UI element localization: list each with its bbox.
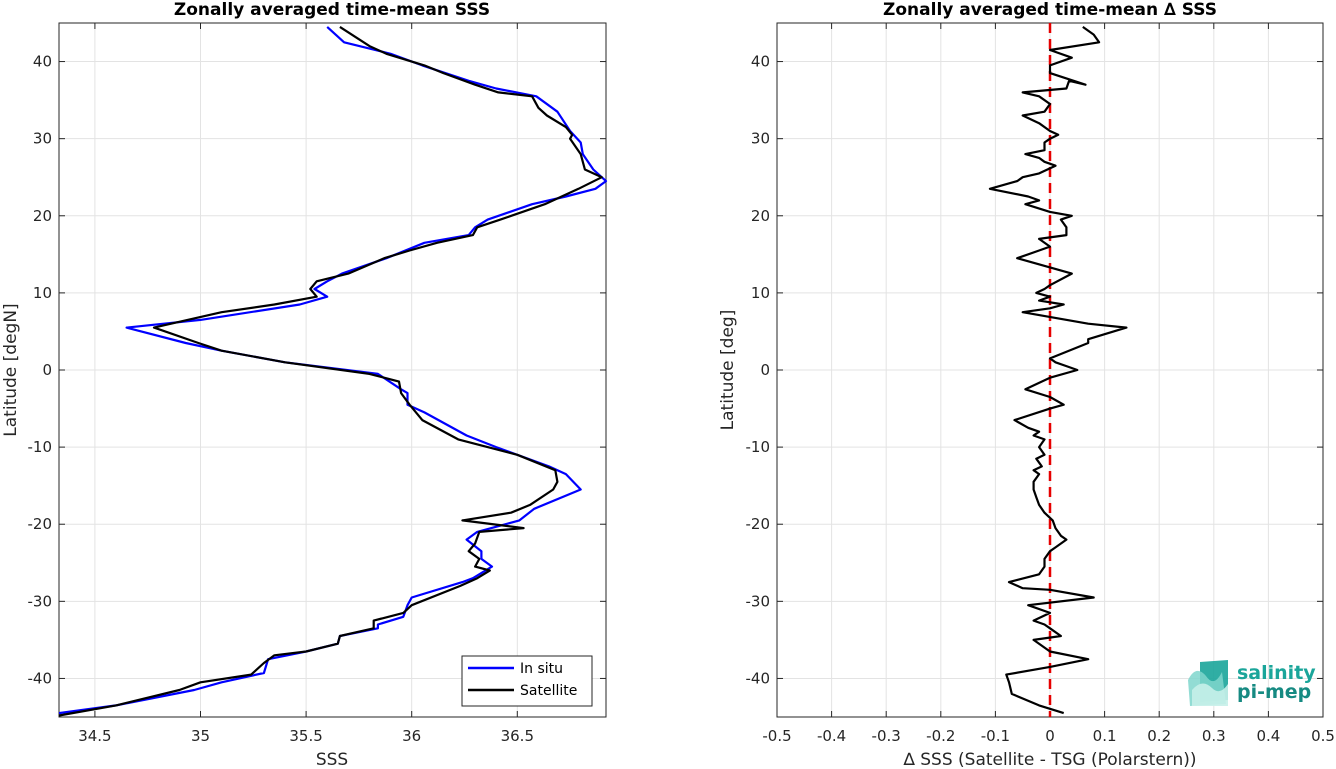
logo-text-line2: pi-mep [1237,681,1311,703]
legend-label-satellite: Satellite [520,683,577,699]
right-series [988,26,1128,715]
left-x-tick-label: 35 [191,727,210,745]
right-x-tick-label: 0 [1045,727,1055,745]
right-y-tick-label: 40 [751,53,770,71]
right-series-line-delta [988,26,1128,715]
right-y-axis-label: Latitude [deg] [718,310,738,431]
left-y-tick-label: -30 [28,592,53,610]
left-x-tick-label: 34.5 [78,727,111,745]
right-x-tick-label: -0.4 [817,727,846,745]
right-y-tick-label: 0 [760,361,770,379]
logo-text-line1: salinity [1237,662,1316,684]
right-x-tick-label: -0.3 [872,727,901,745]
logo-wave-icon [1188,660,1228,706]
right-x-tick-label: -0.5 [762,727,791,745]
right-x-tick-label: 0.1 [1093,727,1117,745]
left-y-axis-label: Latitude [degN] [1,303,21,436]
left-y-tick-label: -20 [28,515,53,533]
right-x-tick-label: -0.1 [981,727,1010,745]
salinity-pi-mep-logo: salinity pi-mep [1188,660,1316,706]
left-y-tick-label: 0 [42,361,52,379]
right-x-tick-label: 0.3 [1202,727,1226,745]
right-axes: -0.5 -0.4 -0.3 -0.2 -0.1 0 0.1 0.2 0.3 0.4 0.5 -40 -… [746,22,1335,745]
right-y-tick-label: -30 [746,592,771,610]
left-x-axis-label: SSS [316,750,348,769]
right-x-tick-label: 0.4 [1256,727,1280,745]
right-chart-title: Zonally averaged time-mean ∆ SSS [883,0,1217,20]
left-series [58,25,608,717]
left-panel-sss: Zonally averaged time-mean SSS 34.5 35 35.… [1,0,608,769]
right-y-tick-label: -20 [746,515,771,533]
left-series-line-satellite [58,25,603,717]
legend: In situ Satellite [461,655,593,707]
left-grid [59,23,606,717]
right-y-tick-label: -10 [746,438,771,456]
left-axes: 34.5 35 35.5 36 36.5 -40 -30 -20 -10 0 10 20 30 40 [28,22,607,745]
right-y-tick-label: 10 [751,284,770,302]
right-x-axis-label: ∆ SSS (Satellite - TSG (Polarstern)) [902,750,1196,769]
left-y-tick-label: 30 [33,130,52,148]
right-x-tick-label: -0.2 [926,727,955,745]
left-series-line-in-situ [58,26,608,715]
left-y-tick-label: 20 [33,207,52,225]
left-x-tick-label: 36.5 [501,727,534,745]
right-panel-delta-sss: Zonally averaged time-mean ∆ SSS -0.5 -0.… [718,0,1335,769]
left-x-tick-label: 36 [402,727,421,745]
left-y-tick-label: 40 [33,53,52,71]
left-y-tick-label: -40 [28,669,53,687]
right-x-tick-label: 0.5 [1311,727,1335,745]
right-y-tick-label: -40 [746,669,771,687]
right-x-tick-label: 0.2 [1147,727,1171,745]
left-y-tick-label: -10 [28,438,53,456]
legend-label-in-situ: In situ [520,661,563,677]
right-y-tick-label: 20 [751,207,770,225]
left-y-tick-label: 10 [33,284,52,302]
left-x-tick-label: 35.5 [289,727,322,745]
right-y-tick-label: 30 [751,130,770,148]
left-chart-title: Zonally averaged time-mean SSS [174,0,490,20]
